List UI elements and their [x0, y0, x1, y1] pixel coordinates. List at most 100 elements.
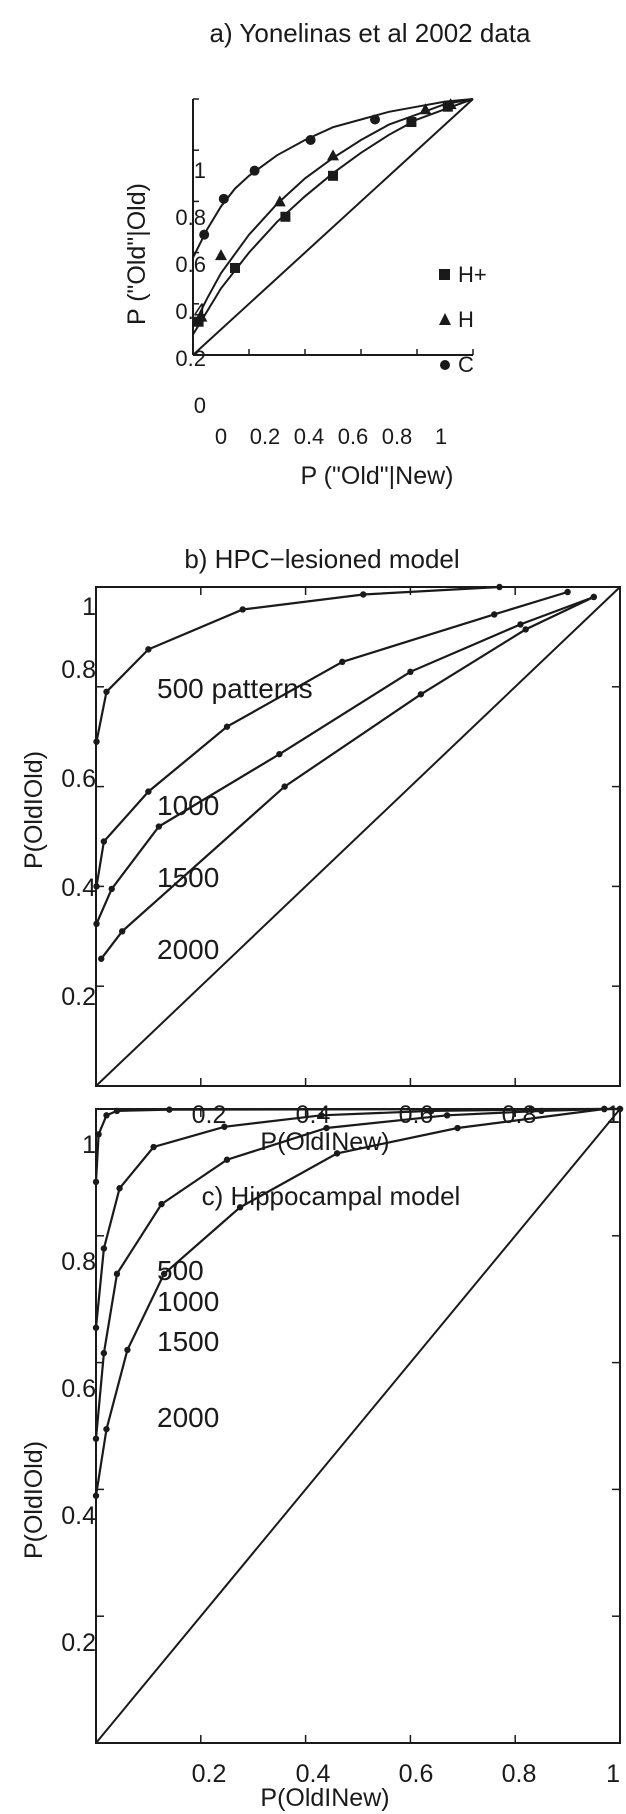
series-label-1500: 1500 [157, 862, 219, 893]
roc-point [417, 691, 425, 698]
y-tick-label: 1 [82, 593, 96, 621]
roc-point [221, 1123, 228, 1130]
roc-point [158, 1200, 165, 1208]
roc-line-500 [95, 585, 500, 742]
y-tick-label: 0.2 [61, 983, 96, 1011]
legend-marker-circle [440, 360, 450, 370]
roc-point [223, 723, 231, 730]
roc-point [454, 1124, 461, 1132]
roc-point [428, 1107, 435, 1115]
roc-point [108, 885, 115, 893]
legend-label-h: H [458, 307, 474, 332]
x-tick-label: 0.2 [192, 1760, 227, 1788]
panel-b-ylabel: P(OldIOld) [20, 751, 48, 869]
data-point-circle [199, 229, 210, 240]
y-tick-label: 0.6 [175, 252, 206, 277]
panel-a-xlabel: P ("Old"|New) [301, 462, 454, 490]
y-tick-label: 0.4 [61, 1502, 96, 1530]
panel-a-yonelinas: a) Yonelinas et al 2002 data P ("Old"|Ne… [123, 18, 531, 490]
roc-point [116, 1185, 123, 1192]
y-tick-label: 0.8 [175, 205, 206, 230]
data-point-circle [370, 114, 380, 125]
legend-marker-square [439, 269, 450, 280]
roc-line-1000 [95, 590, 568, 887]
roc-point [590, 593, 597, 601]
roc-point [236, 1204, 244, 1211]
y-tick-label: 0 [194, 393, 206, 418]
chance-diagonal [95, 586, 621, 1087]
roc-point [98, 955, 105, 962]
series-label-2000: 2000 [157, 934, 219, 965]
x-tick-label: 0.4 [296, 1760, 331, 1788]
roc-point [517, 621, 524, 628]
x-tick-label: 0.8 [502, 1760, 537, 1788]
roc-point [281, 783, 288, 790]
roc-point [155, 823, 163, 830]
data-point-circle [442, 101, 453, 112]
roc-point [93, 920, 100, 928]
panel-b-hpc-lesioned: b) HPC−lesioned model P(OldINew) P(OldIO… [20, 544, 621, 1156]
roc-point [103, 1112, 110, 1119]
panel-b-x-tick-labels: 0.2 0.4 0.6 0.8 1 [192, 1101, 620, 1129]
roc-point [150, 1143, 157, 1151]
data-point-circle [249, 165, 260, 176]
panel-c-hippocampal: c) Hippocampal model P(OldINew) P(OldIOl… [20, 1105, 624, 1812]
panel-c-title: c) Hippocampal model [202, 1181, 461, 1211]
roc-point [443, 1112, 451, 1119]
roc-point [564, 588, 571, 596]
panel-a-y-tick-labels: 0 0.2 0.4 0.6 0.8 1 [175, 158, 206, 418]
legend-marker-triangle [439, 313, 451, 325]
data-point-square [328, 170, 338, 181]
roc-point [103, 1425, 110, 1433]
panel-a-ylabel: P ("Old"|Old) [123, 183, 151, 325]
roc-point [166, 1106, 173, 1113]
roc-point [103, 688, 110, 695]
roc-point [113, 1107, 121, 1115]
roc-point [92, 1435, 100, 1442]
data-point-triangle [215, 249, 227, 261]
data-point-square [193, 316, 204, 327]
data-point-triangle [419, 103, 432, 115]
y-tick-label: 0.8 [61, 656, 96, 684]
x-tick-label: 0.2 [250, 424, 281, 449]
roc-point [145, 646, 152, 653]
roc-point [491, 611, 498, 618]
roc-point [276, 750, 283, 758]
y-tick-label: 0.2 [61, 1629, 96, 1657]
series-label-1000: 1000 [157, 1286, 219, 1317]
roc-point [92, 1178, 100, 1186]
roc-line-500 [94, 1107, 621, 1182]
x-tick-label: 0.4 [294, 424, 325, 449]
data-point-circle [218, 193, 229, 204]
roc-point [95, 1131, 102, 1138]
y-tick-label: 0.4 [61, 874, 96, 902]
panel-a-x-tick-labels: 0 0.2 0.4 0.6 0.8 1 [215, 424, 447, 449]
panel-b-y-tick-labels: 0.2 0.4 0.6 0.8 1 [61, 593, 96, 1011]
data-point-triangle [195, 310, 208, 322]
series-label-500-patterns: 500 patterns [157, 673, 313, 704]
panel-b-title: b) HPC−lesioned model [184, 544, 459, 574]
panel-a-title: a) Yonelinas et al 2002 data [210, 18, 531, 48]
roc-point [119, 928, 126, 935]
panel-c-series-labels: 500 1000 1500 2000 [157, 1255, 219, 1433]
roc-point [100, 838, 108, 845]
panel-c-xlabel: P(OldINew) [260, 1784, 389, 1812]
panel-b-series-labels: 500 patterns 1000 1500 2000 [157, 673, 313, 965]
roc-point [601, 1105, 608, 1113]
roc-point [145, 788, 152, 795]
roc-point [323, 1124, 330, 1132]
y-tick-label: 0.8 [61, 1248, 96, 1276]
roc-point [93, 883, 100, 890]
x-tick-label: 1 [606, 1760, 620, 1788]
plot-frame [95, 586, 621, 1087]
roc-line-2000 [94, 1107, 605, 1496]
chance-diagonal [192, 98, 474, 356]
data-point-triangle [327, 149, 339, 161]
fit-curve-h [192, 98, 474, 328]
data-point-circle [305, 134, 316, 145]
series-label-1500: 1500 [157, 1326, 219, 1357]
x-tick-label: 0.6 [399, 1760, 434, 1788]
data-point-square [280, 211, 291, 222]
roc-point [223, 1156, 231, 1163]
